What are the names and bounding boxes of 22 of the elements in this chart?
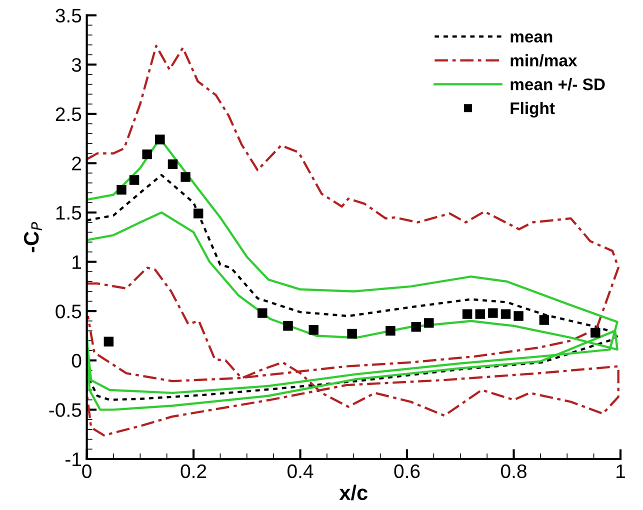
x-tick-label: 1 <box>616 464 625 478</box>
x-tick-label: 0.2 <box>180 464 206 478</box>
y-tick-label: 2 <box>72 156 81 170</box>
y-tick-label: 0.5 <box>56 304 82 318</box>
x-tick-label: 0 <box>82 464 92 478</box>
y-tick-label: -1 <box>66 452 81 466</box>
x-tick-label: 0.6 <box>394 464 420 478</box>
x-tick-label: 0.4 <box>288 464 314 478</box>
legend-label: mean <box>510 33 552 43</box>
x-axis-title: x/c <box>339 484 368 500</box>
y-tick-label: 1.5 <box>56 206 82 220</box>
legend-label: min/max <box>510 54 578 67</box>
y-tick-label: 1 <box>72 255 81 269</box>
y-tick-label: -0.5 <box>49 403 82 417</box>
y-tick-label: 0 <box>72 354 82 368</box>
y-tick-label: 3.5 <box>56 8 82 23</box>
legend-label: mean +/- SD <box>510 78 605 90</box>
legend-label: Flight <box>510 102 555 118</box>
y-axis-title: -C$_{P}$ <box>24 222 42 252</box>
y-tick-label: 3 <box>72 58 82 72</box>
x-tick-label: 0.8 <box>501 464 526 478</box>
y-tick-label: 2.5 <box>56 107 82 122</box>
